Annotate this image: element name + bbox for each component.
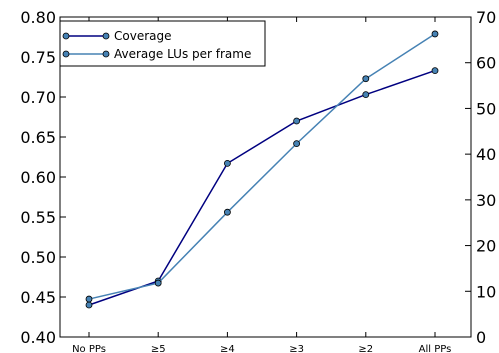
legend-marker-coverage-right bbox=[102, 32, 110, 40]
left-y-tick-label: 0.80 bbox=[20, 8, 56, 27]
data-point-average-lus bbox=[85, 295, 93, 303]
right-y-tick-label: 70 bbox=[476, 8, 496, 27]
data-point-average-lus bbox=[223, 208, 231, 216]
x-tick-label: ≥3 bbox=[289, 344, 304, 353]
data-point-average-lus bbox=[154, 279, 162, 287]
data-point-coverage bbox=[293, 117, 301, 125]
right-y-tick-label: 60 bbox=[476, 54, 496, 73]
left-y-tick-label: 0.50 bbox=[20, 248, 56, 267]
legend-marker-average-lus-right bbox=[102, 50, 110, 58]
left-y-tick-label: 0.70 bbox=[20, 88, 56, 107]
legend-marker-coverage-left bbox=[62, 32, 70, 40]
data-point-average-lus bbox=[431, 30, 439, 38]
right-y-tick-label: 30 bbox=[476, 191, 496, 210]
left-y-tick-label: 0.60 bbox=[20, 168, 56, 187]
data-point-coverage bbox=[362, 91, 370, 98]
left-y-tick-label: 0.55 bbox=[20, 208, 56, 227]
data-point-coverage bbox=[223, 159, 231, 167]
data-point-coverage bbox=[431, 67, 439, 74]
legend: Coverage Average LUs per frame bbox=[59, 20, 266, 67]
left-y-axis: 0.40 0.45 0.50 0.55 0.60 0.65 0.70 0.75 0.80 bbox=[20, 8, 66, 347]
data-point-average-lus bbox=[293, 140, 301, 148]
x-tick-label: No PPs bbox=[72, 344, 106, 353]
data-point-coverage bbox=[85, 301, 93, 309]
legend-marker-average-lus-left bbox=[62, 50, 70, 58]
legend-label-coverage: Coverage bbox=[114, 29, 172, 43]
series-group bbox=[85, 30, 439, 309]
left-y-tick-label: 0.65 bbox=[20, 128, 56, 147]
x-tick-label: ≥4 bbox=[220, 344, 235, 353]
left-y-tick-label: 0.75 bbox=[20, 48, 56, 67]
x-tick-label: All PPs bbox=[419, 344, 452, 353]
series-line-coverage bbox=[88, 69, 436, 306]
x-tick-label: ≥5 bbox=[151, 344, 166, 353]
right-y-axis: 0 10 20 30 40 50 60 70 bbox=[465, 8, 496, 347]
right-y-tick-label: 10 bbox=[476, 282, 496, 301]
right-y-tick-label: 50 bbox=[476, 99, 496, 118]
x-axis: No PPs ≥5 ≥4 ≥3 ≥2 All PPs bbox=[72, 17, 451, 353]
legend-label-average-lus: Average LUs per frame bbox=[114, 47, 251, 61]
series-line-average-lus bbox=[88, 33, 436, 300]
right-y-tick-label: 40 bbox=[476, 145, 496, 164]
right-y-tick-label: 0 bbox=[476, 328, 486, 347]
left-y-tick-label: 0.45 bbox=[20, 288, 56, 307]
right-y-tick-label: 20 bbox=[476, 237, 496, 256]
legend-box bbox=[59, 20, 266, 67]
left-y-tick-label: 0.40 bbox=[20, 328, 56, 347]
x-tick-label: ≥2 bbox=[358, 344, 373, 353]
data-point-average-lus bbox=[362, 75, 370, 83]
